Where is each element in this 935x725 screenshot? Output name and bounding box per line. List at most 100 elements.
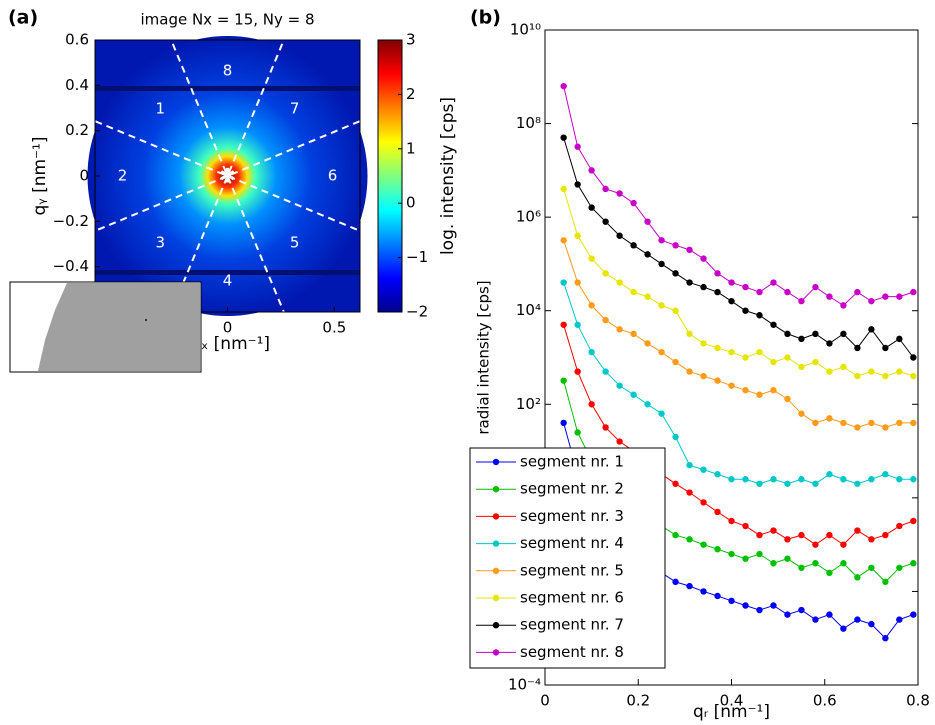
data-point: [826, 471, 833, 478]
data-point: [770, 387, 777, 394]
panel-label: (a): [8, 7, 38, 29]
data-point: [742, 555, 749, 562]
data-point: [574, 279, 581, 286]
data-point: [798, 363, 805, 371]
data-point: [812, 419, 819, 427]
data-point: [672, 358, 679, 366]
data-point: [770, 527, 777, 534]
data-point: [854, 372, 861, 380]
legend: [469, 447, 666, 669]
data-point: [840, 330, 847, 338]
legend-marker: [492, 567, 500, 574]
data-point: [882, 424, 889, 431]
data-point: [686, 368, 693, 375]
data-point: [882, 471, 889, 478]
data-point: [658, 410, 665, 417]
data-point: [826, 415, 833, 422]
data-point: [602, 424, 609, 431]
detector-gap: [95, 270, 360, 275]
data-point: [742, 354, 749, 361]
data-point: [574, 143, 581, 150]
data-point: [784, 480, 791, 487]
data-point: [714, 471, 721, 478]
data-point: [602, 185, 609, 193]
data-point: [742, 283, 749, 291]
data-point: [896, 476, 903, 483]
legend-label: segment nr. 8: [520, 643, 624, 661]
data-point: [812, 283, 819, 291]
panel-b: (b)10⁻⁴10⁻²10⁰10²10⁴10⁶10⁸10¹⁰00.20.40.6…: [469, 7, 930, 722]
data-point: [798, 476, 805, 483]
data-point: [770, 560, 777, 567]
data-point: [882, 635, 889, 642]
data-point: [630, 391, 637, 398]
data-point: [812, 616, 819, 623]
colorbar-tick-label: 3: [406, 31, 416, 49]
data-point: [868, 536, 875, 543]
data-point: [812, 358, 819, 366]
data-point: [840, 302, 847, 309]
segment-label: 3: [156, 234, 166, 252]
data-point: [560, 279, 567, 286]
data-point: [742, 387, 749, 394]
data-point: [728, 476, 735, 483]
data-point: [770, 476, 777, 483]
segment-label: 7: [290, 99, 300, 117]
data-point: [616, 382, 623, 389]
data-point: [616, 190, 623, 197]
legend-marker: [492, 540, 500, 547]
y-tick-label: 10⁸: [516, 114, 541, 132]
data-point: [644, 401, 651, 408]
series-line: [563, 137, 914, 358]
legend-label: segment nr. 7: [520, 616, 624, 634]
x-axis-label: qₓ [nm⁻¹]: [190, 334, 270, 354]
data-point: [700, 283, 707, 291]
data-point: [588, 348, 595, 356]
data-point: [868, 368, 875, 375]
data-point: [686, 582, 693, 590]
segment-boundary: [95, 120, 360, 232]
data-point: [742, 522, 749, 530]
data-point: [686, 536, 693, 543]
legend-label: segment nr. 2: [520, 480, 624, 498]
data-point: [742, 476, 749, 483]
legend-label: segment nr. 6: [520, 589, 624, 607]
data-point: [700, 466, 707, 473]
data-point: [756, 391, 763, 398]
legend-marker: [492, 513, 500, 520]
data-point: [574, 368, 581, 375]
data-point: [854, 574, 861, 581]
data-point: [602, 218, 609, 225]
x-tick-label: 0.6: [813, 692, 837, 710]
data-point: [714, 545, 721, 553]
data-point: [728, 348, 735, 356]
data-point: [882, 293, 889, 300]
data-point: [826, 368, 833, 375]
data-point: [616, 279, 623, 286]
legend-marker: [492, 622, 500, 629]
data-point: [728, 550, 735, 558]
legend-marker: [492, 486, 500, 493]
data-point: [700, 372, 707, 380]
data-point: [686, 279, 693, 286]
data-point: [882, 578, 889, 586]
data-point: [672, 242, 679, 249]
data-point: [588, 401, 595, 408]
data-point: [658, 302, 665, 309]
data-point: [672, 531, 679, 539]
data-point: [910, 611, 917, 618]
data-point: [686, 246, 693, 254]
colorbar: [377, 39, 403, 313]
data-point: [784, 611, 791, 618]
data-point: [826, 569, 833, 577]
data-point: [826, 531, 833, 539]
data-point: [700, 499, 707, 506]
legend-marker: [492, 458, 500, 466]
legend-marker: [492, 594, 500, 602]
data-point: [770, 358, 777, 366]
segment-label: 6: [328, 167, 338, 185]
data-point: [812, 480, 819, 487]
image-intensity: [87, 36, 368, 316]
data-point: [910, 419, 917, 427]
